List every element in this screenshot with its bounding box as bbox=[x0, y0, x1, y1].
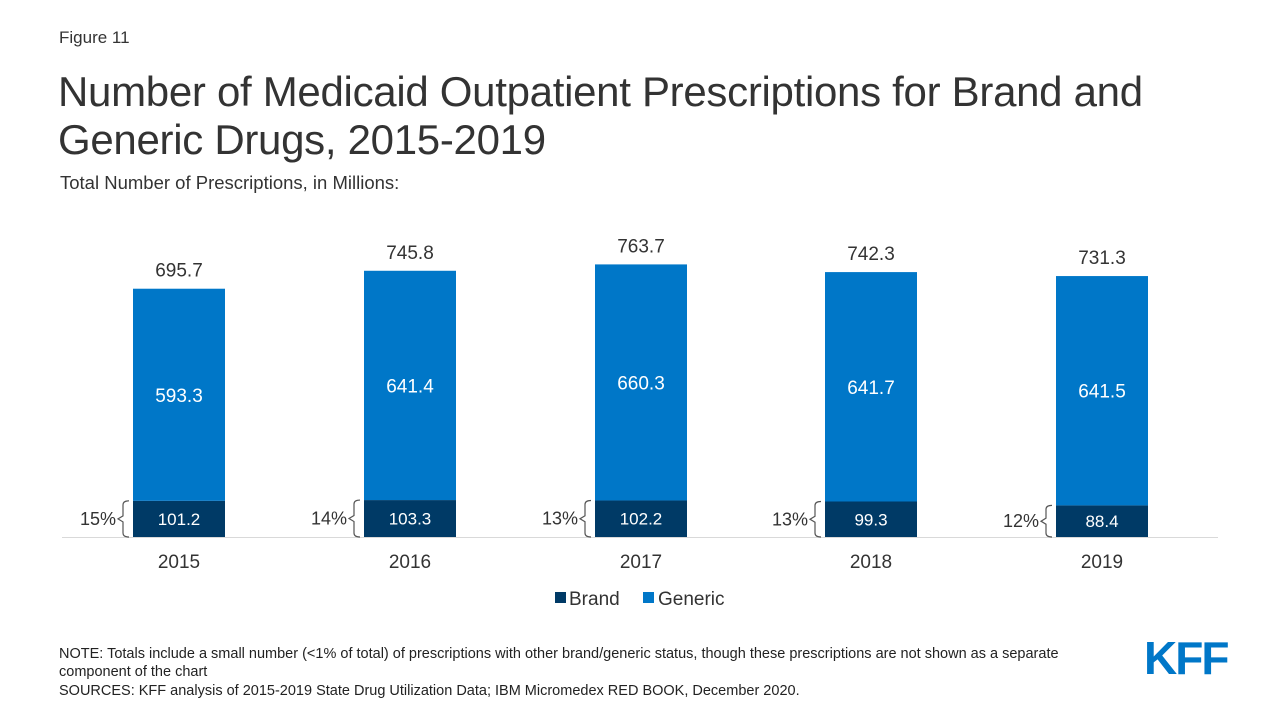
legend-label-brand: Brand bbox=[569, 589, 620, 610]
data-label-brand-2015: 101.2 bbox=[158, 510, 201, 529]
bar-brand-2015 bbox=[133, 500, 225, 537]
data-label-brand-2017: 102.2 bbox=[620, 510, 663, 529]
figure-label: Figure 11 bbox=[59, 28, 130, 47]
brace-2015 bbox=[116, 500, 130, 538]
data-label-generic-2017: 660.3 bbox=[617, 373, 665, 394]
share-label-2016: 14% bbox=[311, 509, 347, 529]
x-tick-label-2015: 2015 bbox=[158, 552, 200, 573]
data-label-generic-2019: 641.5 bbox=[1078, 382, 1126, 403]
x-tick-label-2018: 2018 bbox=[850, 552, 892, 573]
share-label-2015: 15% bbox=[80, 509, 116, 529]
share-label-2017: 13% bbox=[542, 509, 578, 529]
bar-generic-2015 bbox=[133, 288, 225, 501]
data-label-brand-2019: 88.4 bbox=[1085, 512, 1118, 531]
brace-2017 bbox=[578, 499, 592, 538]
data-label-total-2017: 763.7 bbox=[617, 236, 665, 257]
brace-2016 bbox=[347, 499, 361, 538]
data-label-brand-2018: 99.3 bbox=[854, 510, 887, 529]
brace-2019 bbox=[1039, 504, 1053, 538]
share-label-2018: 13% bbox=[772, 509, 808, 529]
footnote: NOTE: Totals include a small number (<1%… bbox=[59, 646, 1059, 680]
legend-label-generic: Generic bbox=[658, 589, 725, 610]
bar-brand-2019 bbox=[1056, 505, 1148, 537]
bar-brand-2018 bbox=[825, 501, 917, 537]
sources-note: SOURCES: KFF analysis of 2015-2019 State… bbox=[59, 683, 800, 699]
kff-logo: KFF bbox=[1144, 632, 1229, 684]
x-tick-label-2016: 2016 bbox=[389, 552, 431, 573]
bar-brand-2016 bbox=[364, 500, 456, 537]
legend-swatch-brand bbox=[555, 592, 566, 603]
data-label-generic-2018: 641.7 bbox=[847, 378, 895, 399]
bar-brand-2017 bbox=[595, 500, 687, 537]
data-label-total-2018: 742.3 bbox=[847, 244, 895, 265]
chart-subtitle: Total Number of Prescriptions, in Millio… bbox=[60, 172, 400, 193]
bar-generic-2019 bbox=[1056, 276, 1148, 506]
data-label-generic-2016: 641.4 bbox=[386, 376, 434, 397]
brace-2018 bbox=[808, 500, 822, 538]
data-label-brand-2016: 103.3 bbox=[389, 510, 432, 529]
bar-generic-2017 bbox=[595, 264, 687, 501]
stacked-bar-chart: 101.2 593.3 695.7 15% 2015 103.3 641.4 745.8 14%… bbox=[62, 236, 1218, 610]
chart-title: Number of Medicaid Outpatient Prescripti… bbox=[58, 68, 1143, 163]
bar-generic-2016 bbox=[364, 270, 456, 501]
share-label-2019: 12% bbox=[1003, 511, 1039, 531]
x-tick-label-2017: 2017 bbox=[620, 552, 662, 573]
legend-swatch-generic bbox=[643, 592, 654, 603]
data-label-total-2015: 695.7 bbox=[155, 261, 203, 282]
data-label-total-2019: 731.3 bbox=[1078, 248, 1126, 269]
data-label-generic-2015: 593.3 bbox=[155, 386, 203, 407]
bar-generic-2018 bbox=[825, 272, 917, 502]
x-tick-label-2019: 2019 bbox=[1081, 552, 1123, 573]
data-label-total-2016: 745.8 bbox=[386, 243, 434, 264]
